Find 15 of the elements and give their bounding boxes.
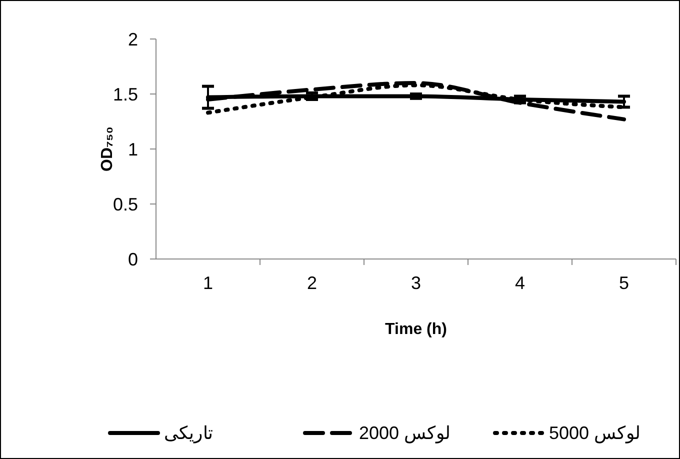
legend-label: تاریکی [164,423,213,444]
x-tick-label: 4 [514,273,526,293]
x-tick-label: 3 [410,273,422,293]
y-tick-label: 0.5 [112,194,138,214]
legend-label: 5000 لوکس [549,423,640,444]
y-tick-label: 2 [128,29,138,50]
y-tick-label: 0 [128,249,138,270]
x-tick-label: 5 [618,273,630,293]
y-tick-label: 1 [128,139,138,160]
x-tick-label: 2 [306,273,318,293]
legend-label: 2000 لوکس [359,423,450,444]
x-tick-label: 1 [202,273,214,293]
x-axis-title: Time (h) [385,321,447,338]
y-tick-label: 1.5 [112,84,138,104]
y-axis-title: OD₇₅₀ [99,126,116,172]
